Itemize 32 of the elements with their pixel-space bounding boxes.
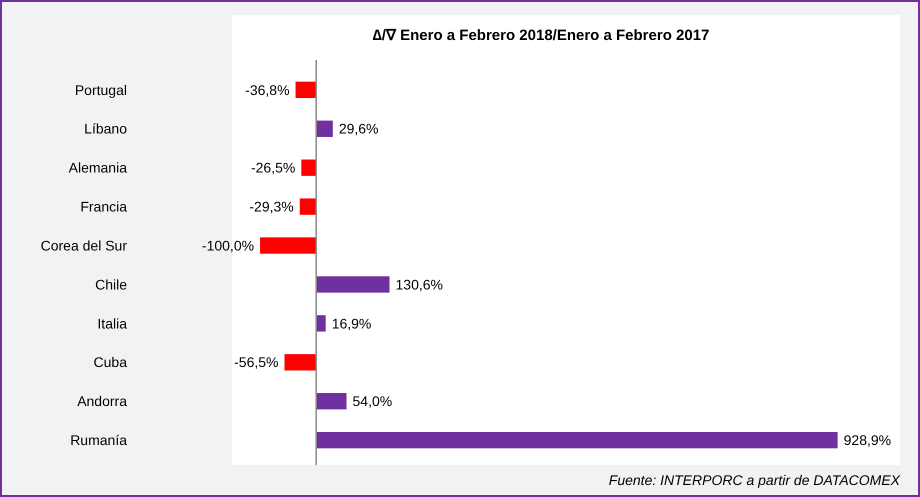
y-tick-label: Andorra: [77, 393, 128, 410]
bar: [301, 160, 316, 176]
data-label: 54,0%: [352, 393, 392, 410]
bar: [260, 237, 316, 254]
data-label: -26,5%: [250, 160, 296, 176]
data-label: 16,9%: [332, 315, 372, 332]
bar: [316, 393, 347, 410]
data-label: -36,8%: [245, 82, 290, 98]
y-tick-label: Rumanía: [70, 432, 128, 448]
bar: [316, 432, 838, 448]
bar: [300, 198, 316, 215]
y-tick-label: Italia: [97, 315, 128, 332]
y-tick-label: Chile: [95, 276, 128, 292]
y-tick-label: Portugal: [74, 82, 127, 98]
y-tick-label: Líbano: [84, 120, 128, 137]
data-label: -100,0%: [202, 237, 254, 254]
bar: [316, 120, 333, 137]
data-label: -56,5%: [234, 354, 278, 370]
data-label: 928,9%: [844, 432, 892, 448]
y-tick-label: Francia: [80, 198, 128, 215]
data-label: 29,6%: [338, 120, 379, 137]
y-tick-label: Corea del Sur: [40, 237, 128, 254]
bar: [284, 354, 316, 370]
bar: [316, 276, 390, 293]
y-tick-label: Cuba: [94, 354, 128, 370]
chart-title: ∆/∇ Enero a Febrero 2018/Enero a Febrero 2017: [372, 27, 710, 44]
y-tick-label: Alemania: [68, 160, 128, 176]
bar: [296, 82, 316, 98]
bar: [316, 315, 326, 332]
data-label: -29,3%: [249, 198, 294, 215]
data-label: 130,6%: [396, 276, 443, 292]
source-note: Fuente: INTERPORC a partir de DATACOMEX: [608, 472, 901, 488]
